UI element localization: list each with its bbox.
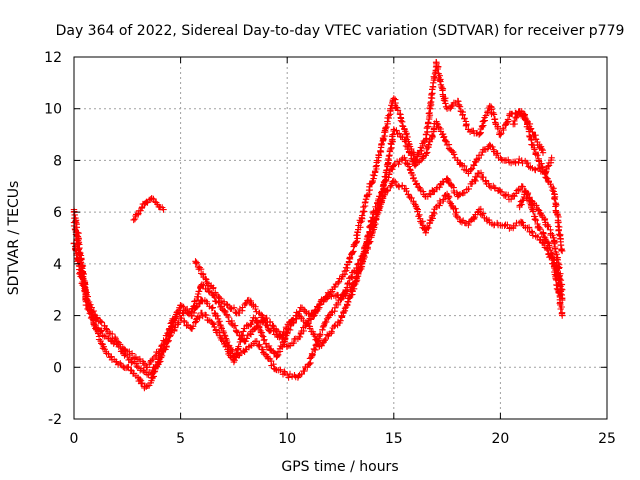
series-markers [516, 188, 566, 304]
plot-frame [73, 56, 608, 420]
series-late-segment [516, 188, 566, 304]
x-tick-label: 0 [70, 431, 79, 447]
series-track-c [70, 118, 566, 379]
y-tick-label: 8 [53, 153, 62, 169]
x-tick-labels: 0 5 10 15 20 25 [70, 431, 616, 447]
y-tick-label: 10 [44, 102, 62, 118]
y-tick-labels: -2 0 2 4 6 8 10 12 [44, 50, 62, 428]
chart-title: Day 364 of 2022, Sidereal Day-to-day VTE… [56, 23, 625, 39]
series-late-upper [510, 108, 555, 177]
x-axis-label: GPS time / hours [281, 459, 398, 475]
y-tick-label: 2 [53, 309, 62, 325]
y-tick-label: 0 [53, 360, 62, 376]
y-tick-label: 4 [53, 257, 62, 273]
y-tick-label: 12 [44, 50, 62, 66]
series-isolated-arc [130, 195, 167, 224]
series-markers [192, 59, 547, 341]
x-tick-label: 25 [598, 431, 616, 447]
series-track-d [192, 59, 547, 341]
y-tick-label: 6 [53, 205, 62, 221]
series-markers [70, 177, 566, 392]
data-points [70, 59, 566, 392]
series-markers [130, 195, 167, 224]
x-tick-label: 15 [385, 431, 403, 447]
series-markers [70, 118, 566, 379]
series-track-a [70, 177, 566, 392]
x-tick-label: 20 [491, 431, 509, 447]
y-tick-label: -2 [48, 412, 62, 428]
series-markers [510, 108, 555, 177]
y-axis-label: SDTVAR / TECUs [6, 181, 22, 296]
axis-ticks [73, 56, 608, 420]
x-tick-label: 5 [176, 431, 185, 447]
x-tick-label: 10 [278, 431, 296, 447]
